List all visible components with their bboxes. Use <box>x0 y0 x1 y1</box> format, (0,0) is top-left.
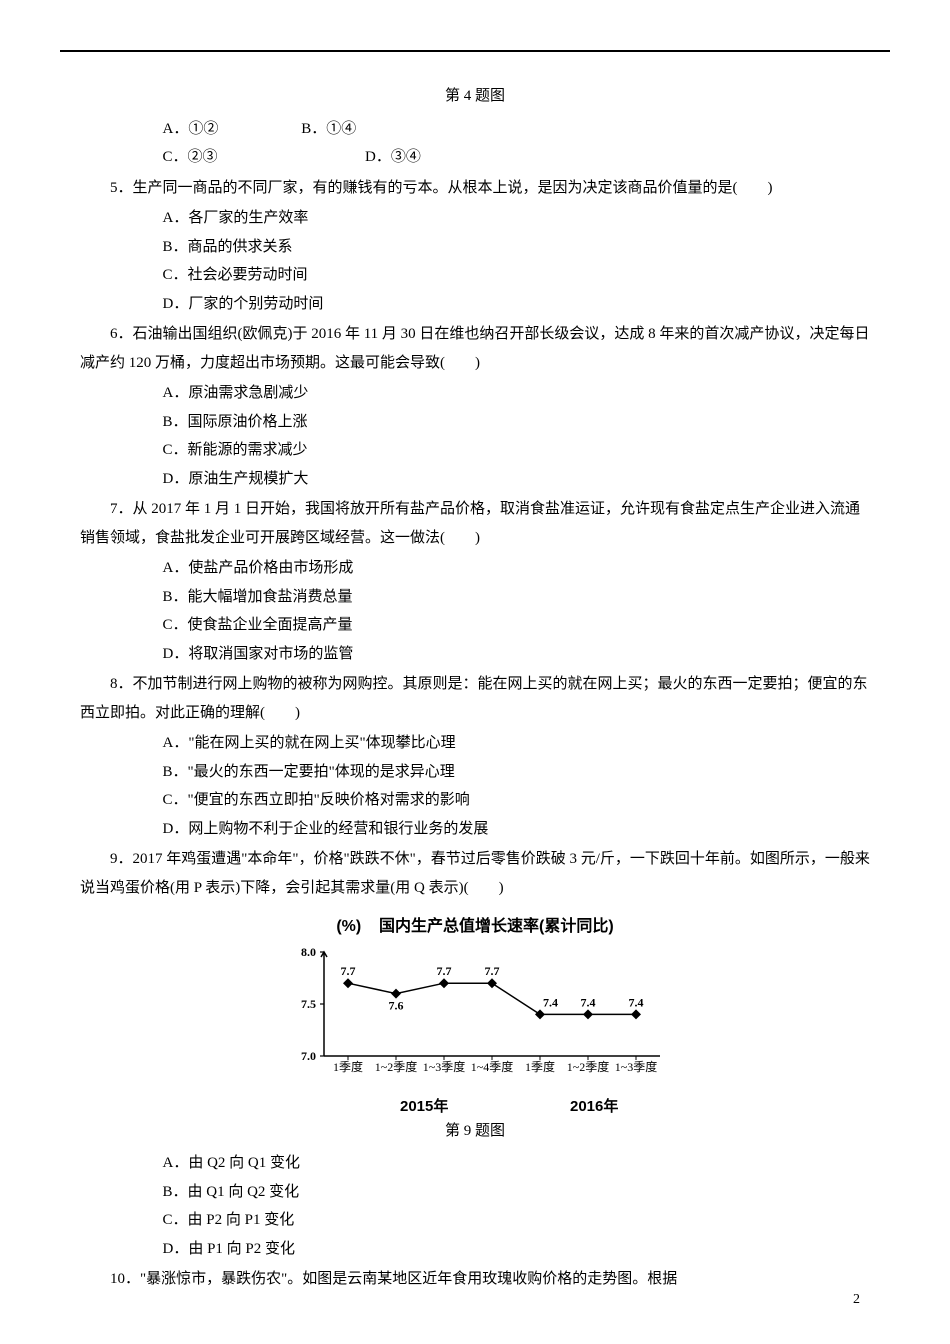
svg-text:1~4季度: 1~4季度 <box>471 1059 514 1074</box>
q6-stem: 6．石油输出国组织(欧佩克)于 2016 年 11 月 30 日在维也纳召开部长… <box>80 320 870 377</box>
q5-stem: 5．生产同一商品的不同厂家，有的赚钱有的亏本。从根本上说，是因为决定该商品价值量… <box>80 174 870 203</box>
q6-option-c: C．新能源的需求减少 <box>163 436 871 465</box>
svg-text:1~2季度: 1~2季度 <box>375 1059 418 1074</box>
q9-option-b: B．由 Q1 向 Q2 变化 <box>163 1178 871 1207</box>
q4-option-a: A．①② <box>163 115 298 144</box>
svg-text:7.7: 7.7 <box>341 965 356 979</box>
svg-text:7.4: 7.4 <box>629 996 644 1010</box>
q8-stem: 8．不加节制进行网上购物的被称为网购控。其原则是：能在网上买的就在网上买；最火的… <box>80 670 870 727</box>
q4-option-b: B．①④ <box>301 121 356 137</box>
svg-text:1~3季度: 1~3季度 <box>423 1059 466 1074</box>
q9-chart: (%) 国内生产总值增长速率(累计同比) 7.0 7.5 8.0 1季度 1~2季度 1~… <box>80 912 870 1113</box>
svg-text:7.7: 7.7 <box>485 965 500 979</box>
chart-plot: 7.0 7.5 8.0 1季度 1~2季度 1~3季度 1~4季度 1季度 1~2季度 1~3季度… <box>280 942 670 1082</box>
svg-text:7.0: 7.0 <box>301 1049 316 1063</box>
q9-option-d: D．由 P1 向 P2 变化 <box>163 1235 871 1264</box>
q4-options-row2: C．②③ D．③④ <box>163 143 871 172</box>
q8-option-a: A．"能在网上买的就在网上买"体现攀比心理 <box>163 729 871 758</box>
svg-text:1季度: 1季度 <box>333 1059 363 1074</box>
q5-option-a: A．各厂家的生产效率 <box>163 204 871 233</box>
q6-option-b: B．国际原油价格上涨 <box>163 408 871 437</box>
q8-option-c: C．"便宜的东西立即拍"反映价格对需求的影响 <box>163 786 871 815</box>
q9-stem: 9．2017 年鸡蛋遭遇"本命年"，价格"跌跌不休"，春节过后零售价跌破 3 元… <box>80 845 870 902</box>
chart-y-unit: (%) <box>336 918 361 935</box>
q7-stem: 7．从 2017 年 1 月 1 日开始，我国将放开所有盐产品价格，取消食盐准运… <box>80 495 870 552</box>
svg-text:1~2季度: 1~2季度 <box>567 1059 610 1074</box>
q4-option-d: D．③④ <box>365 149 421 165</box>
figure-4-caption: 第 4 题图 <box>80 82 870 111</box>
q4-option-c: C．②③ <box>163 143 298 172</box>
q5-option-d: D．厂家的个别劳动时间 <box>163 290 871 319</box>
q7-option-d: D．将取消国家对市场的监管 <box>163 640 871 669</box>
page-number: 2 <box>853 1287 860 1314</box>
q4-options-row1: A．①② B．①④ <box>163 115 871 144</box>
q5-option-b: B．商品的供求关系 <box>163 233 871 262</box>
q9-option-c: C．由 P2 向 P1 变化 <box>163 1206 871 1235</box>
chart-year-2016: 2016年 <box>570 1093 618 1122</box>
q8-option-b: B．"最火的东西一定要拍"体现的是求异心理 <box>163 758 871 787</box>
svg-text:7.6: 7.6 <box>389 999 404 1013</box>
svg-text:7.7: 7.7 <box>437 965 452 979</box>
svg-text:7.4: 7.4 <box>581 996 596 1010</box>
figure-9-caption: 第 9 题图 <box>80 1117 870 1146</box>
q9-option-a: A．由 Q2 向 Q1 变化 <box>163 1149 871 1178</box>
q7-option-b: B．能大幅增加食盐消费总量 <box>163 583 871 612</box>
q10-stem: 10．"暴涨惊市，暴跌伤农"。如图是云南某地区近年食用玫瑰收购价格的走势图。根据 <box>80 1265 870 1294</box>
chart-title: 国内生产总值增长速率(累计同比) <box>379 912 614 942</box>
svg-text:7.4: 7.4 <box>543 996 558 1010</box>
q6-option-d: D．原油生产规模扩大 <box>163 465 871 494</box>
q7-option-c: C．使食盐企业全面提高产量 <box>163 611 871 640</box>
svg-text:8.0: 8.0 <box>301 945 316 959</box>
q5-option-c: C．社会必要劳动时间 <box>163 261 871 290</box>
q7-option-a: A．使盐产品价格由市场形成 <box>163 554 871 583</box>
svg-text:1~3季度: 1~3季度 <box>615 1059 658 1074</box>
q8-option-d: D．网上购物不利于企业的经营和银行业务的发展 <box>163 815 871 844</box>
chart-year-2015: 2015年 <box>400 1093 448 1122</box>
svg-text:1季度: 1季度 <box>525 1059 555 1074</box>
q6-option-a: A．原油需求急剧减少 <box>163 379 871 408</box>
svg-text:7.5: 7.5 <box>301 997 316 1011</box>
